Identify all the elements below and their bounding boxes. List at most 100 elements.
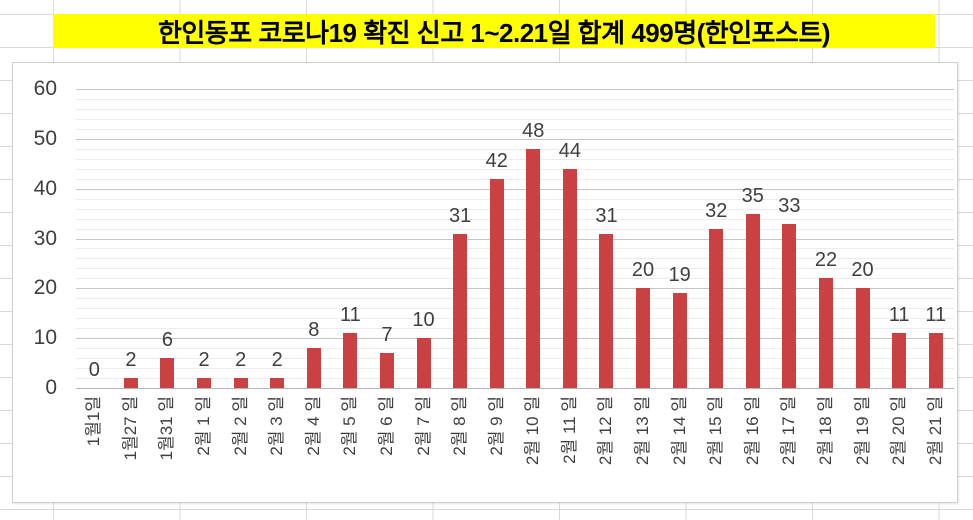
y-tick-label: 20	[33, 276, 57, 300]
x-tick-label: 2월 12 일	[596, 396, 616, 466]
bar[interactable]	[343, 333, 358, 388]
bar-value-label: 11	[339, 304, 361, 327]
bar[interactable]	[672, 293, 687, 388]
minor-gridline	[76, 268, 954, 270]
bar-value-label: 20	[851, 259, 874, 282]
x-tick-label: 2월 21 일	[925, 396, 945, 466]
x-tick-label: 2월 2 일	[230, 396, 250, 456]
bar-value-label: 22	[814, 249, 838, 272]
bar[interactable]	[160, 358, 175, 388]
bar[interactable]	[526, 148, 541, 388]
bar[interactable]	[270, 378, 285, 388]
bar[interactable]	[782, 223, 797, 388]
y-tick-label: 10	[33, 326, 57, 350]
bar[interactable]	[599, 233, 614, 388]
x-tick-label: 2월 1 일	[194, 396, 214, 456]
bar-value-label: 6	[161, 329, 174, 352]
bar-value-label: 2	[198, 349, 210, 372]
bar-value-label: 31	[449, 204, 472, 227]
bar[interactable]	[416, 338, 431, 388]
minor-gridline	[76, 258, 954, 260]
bar-value-label: 42	[485, 149, 508, 172]
bar[interactable]	[892, 333, 907, 388]
minor-gridline	[76, 228, 954, 230]
bar-value-label: 33	[778, 194, 801, 217]
bar[interactable]	[197, 378, 212, 388]
x-tick-label: 2월 6 일	[376, 396, 396, 456]
major-gridline	[76, 138, 954, 140]
bar-value-label: 32	[705, 199, 728, 222]
y-tick-label: 60	[33, 77, 57, 100]
x-tick-label: 2월 9 일	[486, 396, 506, 456]
y-tick-label: 30	[33, 226, 57, 250]
major-gridline	[76, 338, 954, 340]
minor-gridline	[76, 328, 954, 330]
x-tick-label: 2월 17 일	[779, 396, 799, 466]
x-tick-label: 2월 15 일	[706, 396, 726, 466]
x-tick-label: 2월 18 일	[815, 396, 835, 466]
minor-gridline	[76, 218, 954, 220]
bar[interactable]	[379, 353, 394, 388]
minor-gridline	[76, 118, 954, 120]
bar-value-label: 19	[668, 264, 691, 287]
bar[interactable]	[453, 233, 468, 388]
x-tick-label: 2월 3 일	[267, 396, 287, 456]
bar[interactable]	[818, 278, 833, 388]
bar[interactable]	[709, 228, 724, 388]
x-tick-label: 2월 14 일	[669, 396, 689, 466]
minor-gridline	[76, 208, 954, 210]
bar-value-label: 31	[595, 204, 618, 227]
bar[interactable]	[745, 213, 760, 388]
x-tick-label: 1월27 일	[120, 396, 140, 461]
y-tick-label: 0	[45, 376, 57, 399]
bar[interactable]	[855, 288, 870, 388]
major-gridline	[76, 89, 954, 90]
minor-gridline	[76, 318, 954, 320]
minor-gridline	[76, 308, 954, 310]
bar-value-label: 2	[235, 349, 247, 372]
minor-gridline	[76, 198, 954, 200]
bar-value-label: 8	[308, 319, 320, 342]
bar[interactable]	[489, 178, 504, 388]
minor-gridline	[76, 298, 954, 300]
minor-gridline	[76, 248, 954, 250]
bar-value-label: 2	[271, 349, 283, 372]
x-tick-label: 2월 7 일	[413, 396, 433, 456]
x-tick-label: 2월 13 일	[633, 396, 653, 466]
y-tick-label: 50	[33, 126, 57, 150]
bar[interactable]	[636, 288, 651, 388]
major-gridline	[76, 188, 954, 190]
minor-gridline	[76, 178, 954, 180]
title-banner-cell[interactable]: 한인동포 코로나19 확진 신고 1~2.21일 합계 499명(한인포스트)	[53, 14, 935, 48]
minor-gridline	[76, 278, 954, 280]
bar[interactable]	[562, 168, 577, 388]
bar-value-label: 35	[741, 184, 764, 207]
bar[interactable]	[123, 378, 138, 388]
minor-gridline	[76, 158, 954, 160]
bar-value-label: 2	[125, 349, 137, 372]
bar[interactable]	[928, 333, 943, 388]
bar-value-label: 11	[925, 304, 947, 327]
minor-gridline	[76, 148, 954, 150]
plot-area: 0 10 20 30 40 50 60 0 1월1일 2 1월27 일 6 1월31 일 2 2월 1 일 2…	[13, 63, 957, 502]
x-tick-label: 2월 5 일	[340, 396, 360, 456]
x-tick-label: 2월 11 일	[559, 396, 579, 464]
minor-gridline	[76, 378, 954, 380]
x-tick-label: 2월 10 일	[523, 396, 543, 466]
x-tick-label: 2월 4 일	[303, 396, 323, 456]
x-tick-label: 1월31 일	[157, 396, 177, 461]
bar[interactable]	[233, 378, 248, 388]
x-tick-label: 2월 20 일	[889, 396, 909, 466]
minor-gridline	[76, 358, 954, 360]
x-tick-label: 2월 19 일	[852, 396, 872, 466]
bar-value-label: 11	[888, 304, 910, 327]
bar-value-label: 10	[412, 309, 435, 332]
bar[interactable]	[306, 348, 321, 388]
chart-object[interactable]: 0 10 20 30 40 50 60 0 1월1일 2 1월27 일 6 1월31 일 2 2월 1 일 2…	[12, 62, 958, 503]
minor-gridline	[76, 128, 954, 130]
minor-gridline	[76, 348, 954, 350]
y-tick-label: 40	[33, 176, 57, 200]
x-axis-line	[76, 388, 954, 389]
major-gridline	[76, 288, 954, 290]
